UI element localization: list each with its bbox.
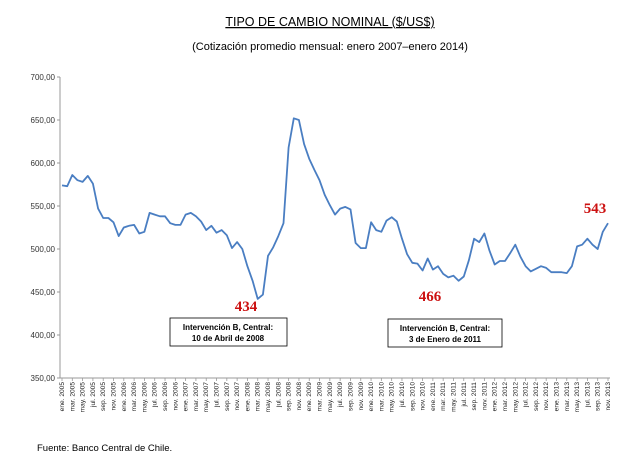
y-tick-label: 450,00 xyxy=(31,288,56,297)
x-tick-label: sep. 2008 xyxy=(286,382,293,411)
x-tick-label: ene. 2013 xyxy=(553,382,560,412)
x-tick-label: may. 2011 xyxy=(450,382,457,412)
x-tick-label: sep. 2009 xyxy=(347,382,354,411)
x-tick-label: mar. 2008 xyxy=(255,382,262,412)
x-tick-label: nov. 2005 xyxy=(111,382,118,411)
intervention-box-2011-line1: Intervención B, Central: xyxy=(400,324,490,333)
y-tick-label: 600,00 xyxy=(31,159,56,168)
annotation-value-466: 466 xyxy=(419,289,442,305)
chart-subtitle: (Cotización promedio mensual: enero 2007… xyxy=(192,41,468,53)
chart-title: TIPO DE CAMBIO NOMINAL ($/US$) xyxy=(225,15,434,29)
series-group xyxy=(61,117,609,300)
x-tick-label: mar. 2005 xyxy=(69,382,76,412)
x-tick-label: jul. 2009 xyxy=(337,382,344,408)
x-tick-label: sep. 2012 xyxy=(533,382,540,411)
x-tick-label: may. 2010 xyxy=(389,382,396,413)
x-tick-label: sep. 2010 xyxy=(409,382,416,411)
intervention-box-2011-line2: 3 de Enero de 2011 xyxy=(409,335,482,344)
x-tick-label: jul. 2005 xyxy=(90,382,97,408)
x-tick-label: nov. 2013 xyxy=(605,382,612,411)
x-tick-label: sep. 2013 xyxy=(595,382,602,411)
y-tick-label: 700,00 xyxy=(31,73,56,82)
x-tick-label: jul. 2013 xyxy=(584,382,591,408)
intervention-box-2008-border xyxy=(169,317,288,347)
x-tick-label: may. 2006 xyxy=(141,382,148,413)
x-tick-label: nov. 2008 xyxy=(296,382,303,411)
y-tick-label: 650,00 xyxy=(31,116,56,125)
y-tick-label: 400,00 xyxy=(31,331,56,340)
x-tick-label: sep. 2007 xyxy=(224,382,231,411)
x-tick-label: sep. 2005 xyxy=(100,382,107,411)
x-tick-label: jul. 2012 xyxy=(523,382,530,408)
x-tick-label: may. 2005 xyxy=(80,382,87,413)
x-tick-label: may. 2008 xyxy=(265,382,272,413)
x-tick-label: jul. 2008 xyxy=(275,382,282,408)
series-line xyxy=(61,117,609,300)
x-tick-label: nov. 2007 xyxy=(234,382,241,411)
x-tick-label: mar. 2012 xyxy=(502,382,509,412)
x-tick-label: ene. 2009 xyxy=(306,382,313,412)
x-tick-label: may. 2012 xyxy=(512,382,519,413)
annotation-value-434: 434 xyxy=(235,299,258,315)
x-tick-label: may. 2013 xyxy=(574,382,581,413)
x-tick-label: sep. 2006 xyxy=(162,382,169,411)
intervention-box-2008: Intervención B, Central: 10 de Abril de … xyxy=(169,317,288,347)
x-tick-label: mar. 2011 xyxy=(440,382,447,411)
x-tick-label: ene. 2006 xyxy=(121,382,128,412)
x-tick-label: mar. 2013 xyxy=(564,382,571,412)
x-tick-label: ene. 2010 xyxy=(368,382,375,412)
x-tick-label: may. 2009 xyxy=(327,382,334,413)
x-tick-label: nov. 2011 xyxy=(481,382,488,410)
x-tick-label: nov. 2009 xyxy=(358,382,365,411)
x-tick-label: mar. 2006 xyxy=(131,382,138,412)
x-tick-label: nov. 2006 xyxy=(172,382,179,411)
chart-source: Fuente: Banco Central de Chile. xyxy=(37,443,172,454)
y-tick-label: 550,00 xyxy=(31,202,56,211)
x-tick-label: ene. 2008 xyxy=(244,382,251,412)
y-tick-label: 500,00 xyxy=(31,245,56,254)
intervention-box-2011: Intervención B, Central: 3 de Enero de 2… xyxy=(387,318,503,348)
annotation-value-543: 543 xyxy=(584,201,607,217)
x-tick-label: jul. 2007 xyxy=(214,382,221,408)
x-tick-label: ene. 2005 xyxy=(59,382,66,412)
x-axis: ene. 2005 mar. 2005 may. 2005 jul. 2005 sep.… xyxy=(59,377,612,413)
x-tick-label: sep. 2011 xyxy=(471,382,478,411)
intervention-box-2011-border xyxy=(387,318,503,348)
x-tick-label: mar. 2010 xyxy=(378,382,385,412)
x-tick-label: nov. 2012 xyxy=(543,382,550,411)
x-tick-label: nov. 2010 xyxy=(420,382,427,411)
x-tick-label: ene. 2012 xyxy=(492,382,499,412)
x-tick-label: may. 2007 xyxy=(203,382,210,413)
intervention-box-2008-line2: 10 de Abril de 2008 xyxy=(192,334,265,343)
x-tick-label: ene. 2007 xyxy=(183,382,190,412)
x-tick-label: mar. 2009 xyxy=(317,382,324,412)
x-tick-label: jul. 2006 xyxy=(152,382,159,408)
y-tick-label: 350,00 xyxy=(31,374,56,383)
intervention-box-2008-line1: Intervención B, Central: xyxy=(183,323,273,332)
x-tick-label: jul. 2011 xyxy=(461,382,468,408)
x-tick-label: mar. 2007 xyxy=(193,382,200,412)
x-tick-label: jul. 2010 xyxy=(399,382,406,408)
x-tick-label: ene. 2011 xyxy=(430,382,437,411)
y-axis: 350,00 400,00 450,00 500,00 550,00 600,00 650,… xyxy=(31,73,61,383)
